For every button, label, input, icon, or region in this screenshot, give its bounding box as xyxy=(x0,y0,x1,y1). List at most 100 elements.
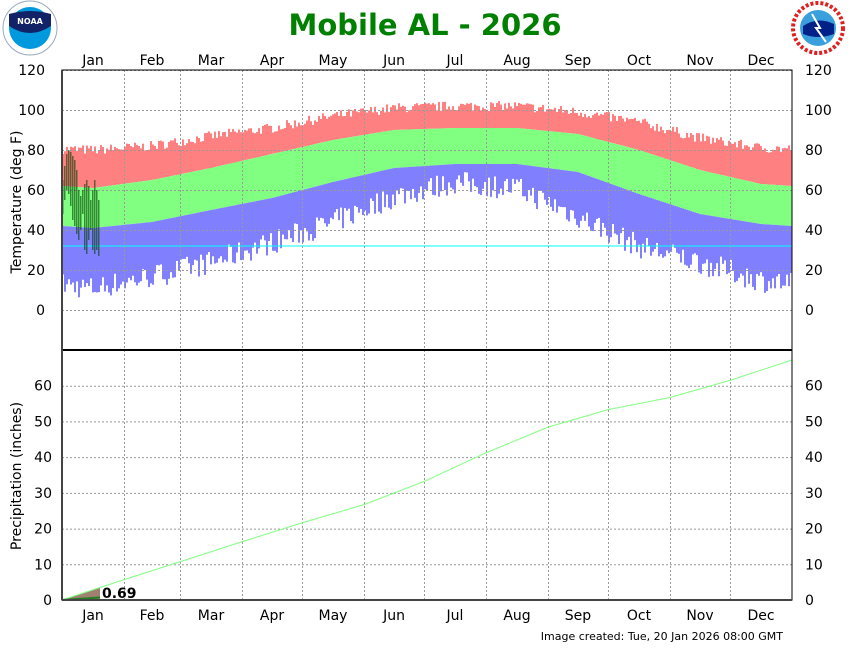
normal-range-bar xyxy=(514,128,516,164)
record-high-bar xyxy=(514,102,516,128)
record-high-bar xyxy=(442,101,444,129)
record-high-bar xyxy=(446,109,448,129)
observed-temp-bar xyxy=(66,154,68,190)
record-high-bar xyxy=(552,109,554,132)
observed-temp-bar xyxy=(76,170,78,234)
record-low-bar xyxy=(742,221,744,276)
record-high-bar xyxy=(348,109,350,138)
record-high-bar xyxy=(314,120,316,145)
normal-range-bar xyxy=(150,180,152,223)
normal-range-bar xyxy=(152,179,154,222)
record-low-bar xyxy=(224,207,226,260)
record-high-bar xyxy=(432,103,434,129)
record-high-bar xyxy=(238,129,240,162)
record-low-bar xyxy=(588,175,590,227)
normal-range-bar xyxy=(614,143,616,186)
normal-range-bar xyxy=(454,128,456,164)
record-high-bar xyxy=(718,139,720,175)
record-high-bar xyxy=(528,103,530,130)
record-low-bar xyxy=(476,164,478,188)
record-low-bar xyxy=(430,165,432,179)
normal-range-bar xyxy=(330,140,332,183)
record-high-bar xyxy=(334,113,336,140)
record-high-bar xyxy=(422,104,424,130)
record-high-bar xyxy=(138,146,140,182)
record-low-bar xyxy=(734,219,736,283)
record-high-bar xyxy=(668,129,670,160)
record-low-bar xyxy=(616,186,618,235)
month-label-bottom: Dec xyxy=(747,608,774,624)
normal-range-bar xyxy=(140,181,142,224)
normal-range-bar xyxy=(654,155,656,200)
observed-precip-total: 0.69 xyxy=(102,586,137,602)
record-low-bar xyxy=(758,223,760,276)
normal-range-bar xyxy=(528,129,530,166)
record-low-bar xyxy=(344,179,346,209)
normal-range-bar xyxy=(466,128,468,164)
record-low-bar xyxy=(232,205,234,263)
record-high-bar xyxy=(142,143,144,182)
record-high-bar xyxy=(694,141,696,169)
axes xyxy=(61,69,793,601)
record-low-bar xyxy=(406,167,408,191)
record-high-bar xyxy=(296,126,298,149)
record-high-bar xyxy=(330,115,332,141)
record-high-bar xyxy=(522,104,524,129)
record-low-bar xyxy=(312,187,314,241)
record-low-bar xyxy=(442,164,444,177)
record-low-bar xyxy=(464,164,466,173)
record-low-bar xyxy=(304,189,306,229)
record-high-bar xyxy=(506,108,508,128)
normal-range-bar xyxy=(254,157,256,202)
record-low-bar xyxy=(544,167,546,200)
record-high-bar xyxy=(484,108,486,128)
normal-range-bar xyxy=(668,159,670,204)
record-low-bar xyxy=(388,169,390,208)
record-low-bar xyxy=(188,214,190,264)
normal-range-bar xyxy=(138,181,140,224)
record-high-bar xyxy=(372,112,374,134)
observed-temp-bar xyxy=(84,184,86,250)
normal-range-bar xyxy=(318,143,320,186)
record-low-bar xyxy=(102,226,104,278)
normal-range-bar xyxy=(368,134,370,174)
record-low-bar xyxy=(494,164,496,177)
record-low-bar xyxy=(714,216,716,270)
record-high-bar xyxy=(590,117,592,138)
record-high-bar xyxy=(246,130,248,160)
record-low-bar xyxy=(532,166,534,188)
record-high-bar xyxy=(374,106,376,134)
record-high-bar xyxy=(566,110,568,133)
record-low-bar xyxy=(390,168,392,210)
record-low-bar xyxy=(716,216,718,264)
normal-range-bar xyxy=(662,157,664,202)
record-low-bar xyxy=(492,164,494,191)
normal-range-bar xyxy=(700,170,702,215)
month-label-bottom: May xyxy=(319,608,348,624)
record-low-bar xyxy=(374,172,376,214)
record-high-bar xyxy=(698,133,700,170)
precip-tick-right: 40 xyxy=(805,450,823,466)
normal-range-bar xyxy=(414,129,416,167)
normal-range-bar xyxy=(384,131,386,171)
record-low-bar xyxy=(732,219,734,271)
record-low-bar xyxy=(700,214,702,274)
normal-range-bar xyxy=(692,167,694,212)
normal-range-bar xyxy=(456,128,458,164)
normal-range-bar xyxy=(226,164,228,207)
normal-range-bar xyxy=(130,182,132,225)
normal-range-bar xyxy=(596,138,598,179)
normal-range-bar xyxy=(396,129,398,168)
normal-range-bar xyxy=(190,172,192,215)
record-low-bar xyxy=(520,164,522,179)
record-high-bar xyxy=(780,151,782,186)
record-high-bar xyxy=(636,121,638,150)
record-low-bar xyxy=(508,164,510,192)
record-high-bar xyxy=(576,112,578,134)
record-low-bar xyxy=(514,164,516,184)
record-low-bar xyxy=(618,186,620,245)
record-high-bar xyxy=(556,111,558,132)
record-high-bar xyxy=(282,128,284,152)
record-low-bar xyxy=(90,227,92,279)
normal-range-bar xyxy=(656,155,658,200)
